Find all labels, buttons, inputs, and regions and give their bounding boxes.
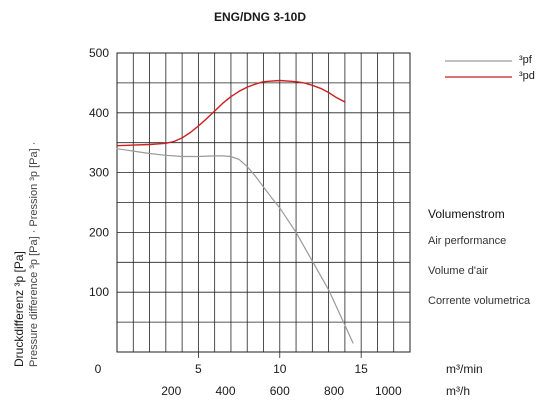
axes: 100 200 300 400 500 0 5 10 15 200 400 600 800 1000 m³/… bbox=[89, 46, 483, 398]
y-axis-label: Druckdifferenz ³p [Pa] bbox=[12, 251, 26, 367]
volume-flow-heading: Volumenstrom bbox=[428, 207, 505, 221]
volume-flow-line: Volume d'air bbox=[428, 265, 489, 277]
y-tick-label: 300 bbox=[89, 166, 109, 180]
legend bbox=[445, 60, 512, 78]
y-tick-label: 400 bbox=[89, 106, 109, 120]
x-tick-label-h: 800 bbox=[324, 384, 344, 398]
y-tick-label: 500 bbox=[89, 46, 109, 60]
x-tick-label-h: 200 bbox=[161, 384, 181, 398]
x-tick-label-min: 10 bbox=[273, 362, 287, 376]
series-line-dpf bbox=[116, 148, 354, 344]
x-tick-label-min: 0 bbox=[95, 362, 102, 376]
x-tick-label-min: 5 bbox=[195, 362, 202, 376]
series-line-dpd bbox=[116, 79, 346, 147]
y-axis-label-secondary: Pressure difference ³p [Pa] · Pression ³… bbox=[28, 141, 40, 367]
x-unit-label-h: m³/h bbox=[446, 384, 470, 398]
x-tick-label-min: 15 bbox=[354, 362, 368, 376]
grid bbox=[116, 52, 411, 353]
volume-flow-line: Corrente volumetrica bbox=[428, 295, 531, 307]
x-tick-label-h: 400 bbox=[216, 384, 236, 398]
x-tick-label-h: 1000 bbox=[375, 384, 402, 398]
volume-flow-line: Air performance bbox=[428, 235, 507, 247]
y-tick-label: 100 bbox=[89, 285, 109, 299]
x-unit-label-min: m³/min bbox=[446, 362, 483, 376]
x-tick-label-h: 600 bbox=[270, 384, 290, 398]
chart-title: ENG/DNG 3-10D bbox=[213, 10, 307, 24]
legend-label-dpf: ³pf bbox=[519, 54, 532, 66]
legend-label-dpd: ³pd bbox=[519, 70, 535, 82]
y-tick-label: 200 bbox=[89, 225, 109, 239]
series bbox=[116, 79, 354, 344]
